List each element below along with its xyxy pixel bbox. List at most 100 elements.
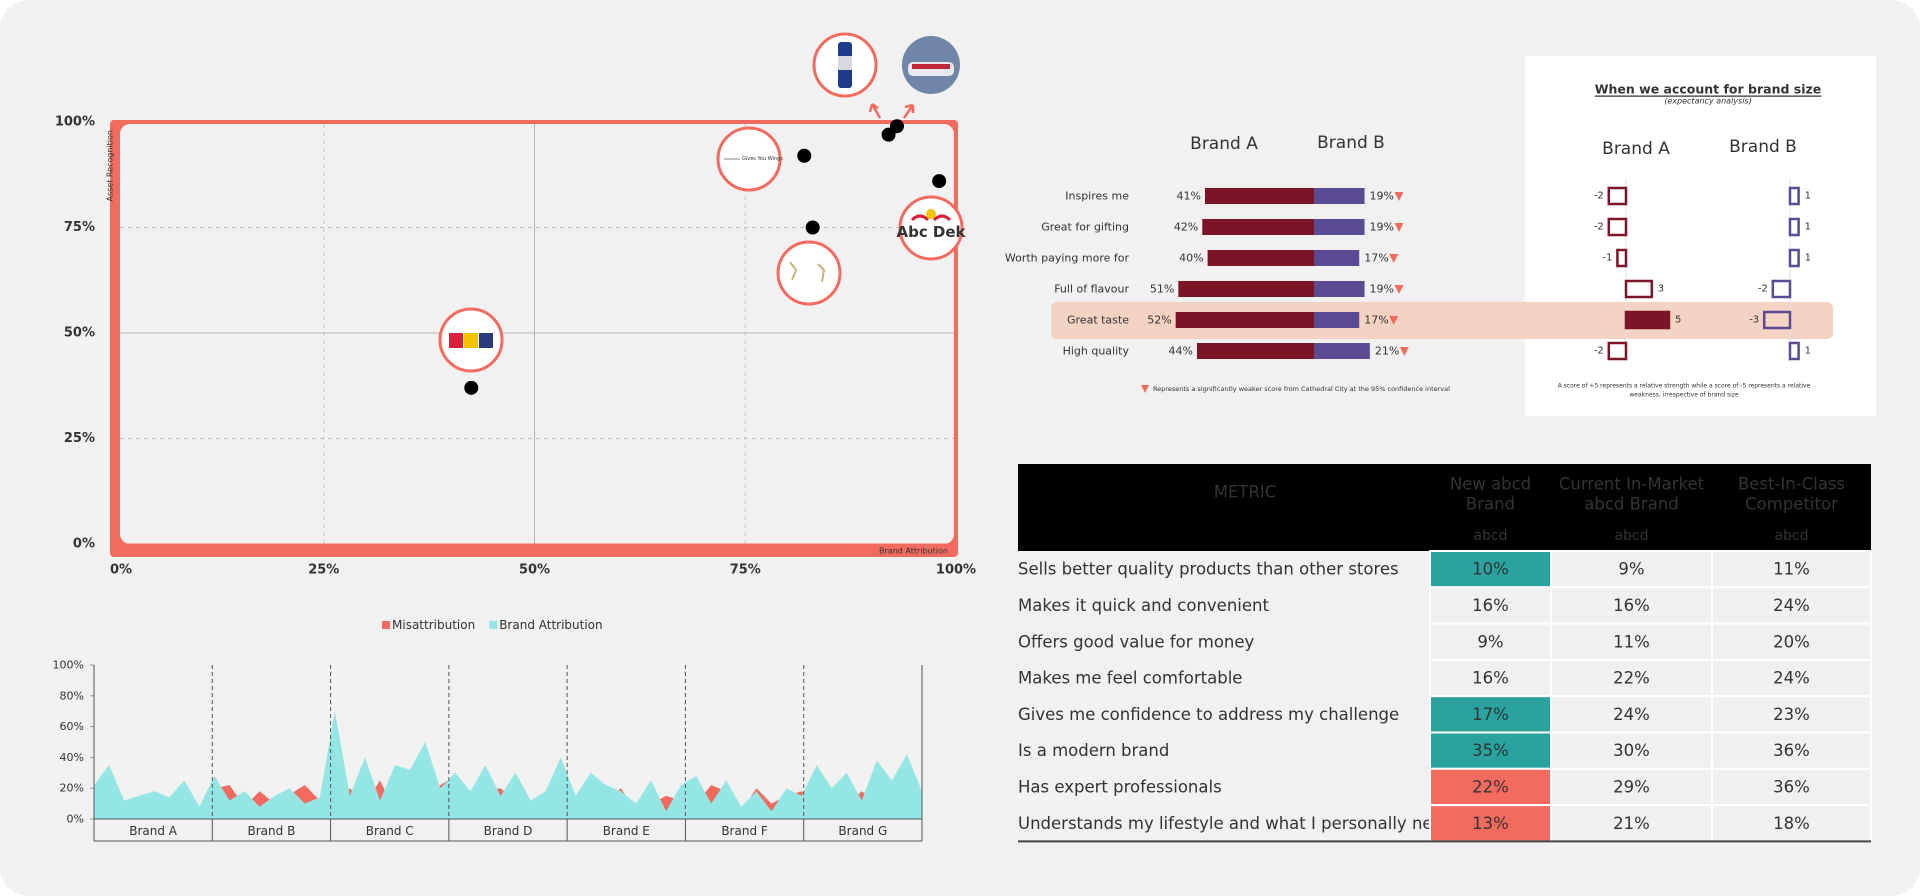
category-label: Great taste [1067,314,1129,327]
cell-value: 36% [1773,777,1810,796]
bar [1314,312,1360,328]
table-cell [1429,550,1552,589]
y-tick-label: 100% [55,115,95,130]
score-box [1624,279,1654,299]
x-tick-label: Brand B [248,824,296,838]
cell-value: 11% [1773,560,1810,579]
bar [1175,312,1314,328]
legend-label: Misattribution [392,618,475,632]
score-label: -2 [1594,222,1604,233]
score-box [1607,217,1628,237]
arrow [868,102,882,119]
scatter-point [805,220,820,235]
score-box [1607,186,1628,206]
y-tick-label: 60% [60,720,84,733]
score-box [1762,310,1792,330]
score-box [1788,341,1800,361]
value-label: 17% [1364,252,1388,265]
y-tick-label: 0% [67,813,84,826]
column-subheader: abcd [1774,528,1808,544]
significance-marker [1394,223,1404,232]
flag-red [449,333,463,348]
table-cell [1711,767,1872,807]
cell-value: 18% [1773,814,1810,833]
annotation: Abc Dek [896,223,966,241]
x-tick-label: Brand A [129,824,178,838]
table-cell [1711,731,1872,770]
table-cell [1711,586,1872,625]
cell-value: 11% [1613,632,1650,651]
significance-marker [1394,285,1404,294]
score-label: 1 [1805,346,1811,357]
row-label: Gives me confidence to address my challe… [1018,705,1399,724]
x-tick-label: Brand F [721,824,768,838]
category-label: Full of flavour [1054,283,1129,296]
bar [1314,219,1365,235]
legend-swatch [489,621,498,629]
x-tick-label: Brand E [603,824,650,838]
bar [1207,250,1314,266]
score-label: 1 [1805,222,1811,233]
can-band [838,56,852,70]
column-subheader: abcd [1473,528,1507,544]
bar [1314,281,1365,297]
legend-swatch [382,621,390,629]
scatter-point [932,174,947,189]
cell-value: 21% [1613,814,1650,833]
series-header: Brand B [1317,133,1385,153]
cell-value: 24% [1773,596,1810,615]
score-box [1607,341,1628,361]
cell-value: 24% [1613,705,1650,724]
score-label: 5 [1675,315,1681,326]
value-label: 19% [1370,190,1394,203]
significance-marker [1399,347,1409,356]
cell-value: 13% [1472,814,1509,833]
panel-title: When we account for brand size [1595,82,1822,97]
score-box [1788,186,1800,206]
cell-value: 16% [1613,596,1650,615]
score-label: -1 [1602,253,1612,264]
column-header: Brand [1466,495,1515,514]
value-label: 40% [1179,252,1203,265]
scatter-point [464,380,479,395]
bar [1314,188,1365,204]
icon-badge [776,240,842,306]
scatter-point [889,119,904,134]
expectancy-panel [1525,56,1876,416]
column-header: METRIC [1214,483,1277,502]
flag-blue [479,333,493,348]
y-tick-label: 20% [60,782,84,795]
x-axis-label: Brand Attribution [879,547,948,556]
x-tick-label: 50% [519,563,550,578]
score-label: 3 [1658,284,1664,295]
icon-badge [716,126,782,192]
significance-marker [1389,254,1399,263]
legend-label: Brand Attribution [499,618,602,632]
bar [1204,188,1314,204]
column-subheader: abcd [1614,528,1648,544]
icon-badge [898,195,964,261]
row-label: Sells better quality products than other… [1018,560,1399,579]
series-header: Brand A [1602,139,1670,159]
score-box [1788,248,1800,268]
value-label: 19% [1370,221,1394,234]
x-tick-label: 75% [730,563,761,578]
y-tick-label: 40% [60,751,84,764]
cell-value: 9% [1618,560,1644,579]
value-label: 51% [1150,283,1174,296]
table-cell [1550,550,1713,589]
scatter-point [797,148,812,163]
y-tick-label: 75% [64,220,95,235]
table-header [1018,464,1871,551]
y-tick-label: 100% [53,659,84,672]
value-label: 21% [1375,345,1399,358]
value-label: 42% [1174,221,1198,234]
row-label: Offers good value for money [1018,632,1255,651]
score-label: -2 [1594,191,1604,202]
value-label: 41% [1176,190,1200,203]
cell-value: 17% [1472,705,1509,724]
value-label: 17% [1364,314,1388,327]
x-tick-label: Brand G [838,824,887,838]
cell-value: 29% [1613,777,1650,796]
